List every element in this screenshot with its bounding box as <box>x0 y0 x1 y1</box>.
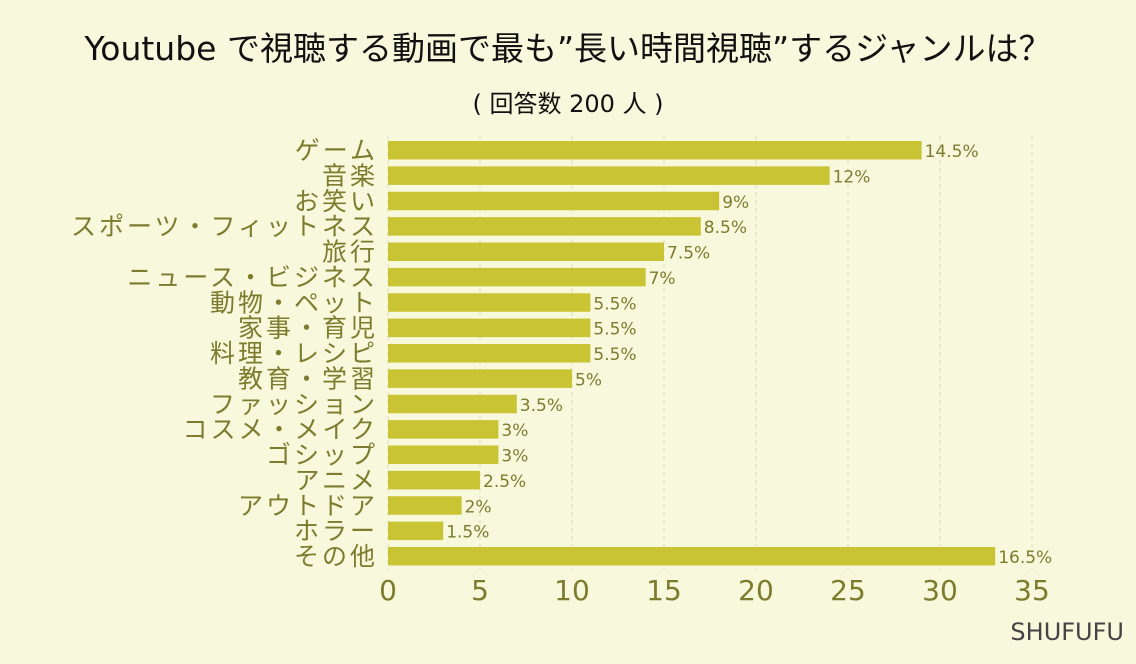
category-label: 動物・ペット <box>210 288 378 317</box>
x-tick-label: 5 <box>471 574 489 607</box>
data-label: 1.5% <box>446 523 489 543</box>
data-label: 5.5% <box>593 320 636 340</box>
category-label: 教育・学習 <box>238 364 378 393</box>
data-label: 3% <box>501 447 528 467</box>
data-label: 7.5% <box>667 244 710 264</box>
category-label: 音楽 <box>322 161 378 190</box>
x-tick-label: 25 <box>830 574 866 607</box>
x-tick-label: 10 <box>554 574 590 607</box>
bar <box>388 141 922 160</box>
brand-watermark: SHUFUFU <box>1010 618 1124 646</box>
category-label: ニュース・ビジネス <box>127 263 378 292</box>
bar <box>388 420 499 439</box>
data-label: 8.5% <box>704 218 747 238</box>
category-label: お笑い <box>294 187 378 216</box>
bar <box>388 267 646 287</box>
bar <box>388 470 480 490</box>
bar <box>388 191 720 211</box>
category-label: ゲーム <box>295 136 378 165</box>
category-label: その他 <box>294 542 378 571</box>
data-label: 9% <box>722 193 749 213</box>
bar <box>388 445 499 464</box>
bar <box>388 547 996 566</box>
category-label: 家事・育児 <box>238 314 378 343</box>
category-label: ファッション <box>210 390 378 419</box>
bar <box>388 369 572 388</box>
data-label: 14.5% <box>925 142 979 162</box>
category-label: ゴシップ <box>266 441 378 470</box>
x-tick-label: 15 <box>646 574 682 607</box>
bar <box>388 318 591 338</box>
category-label: アニメ <box>294 466 378 495</box>
x-tick-label: 35 <box>1014 574 1050 607</box>
bar <box>388 521 444 541</box>
chart-title: Youtube で視聴する動画で最も”長い時間視聴”するジャンルは？ <box>84 29 1052 68</box>
category-label: ホラー <box>294 517 378 546</box>
bar <box>388 293 591 312</box>
bar <box>388 242 664 261</box>
bar <box>388 166 830 185</box>
category-label: スポーツ・フィットネス <box>71 212 378 241</box>
x-tick-label: 20 <box>738 574 774 607</box>
category-label: コスメ・メイク <box>182 415 378 444</box>
data-label: 2.5% <box>483 472 526 492</box>
data-label: 3% <box>501 421 528 441</box>
category-label: アウトドア <box>238 491 378 520</box>
data-label: 5% <box>575 370 602 390</box>
bar <box>388 217 701 236</box>
x-tick-label: 30 <box>922 574 958 607</box>
x-tick-label: 0 <box>379 574 397 607</box>
chart-subtitle: ( 回答数 200 人 ) <box>472 90 664 118</box>
data-label: 5.5% <box>593 294 636 314</box>
bar <box>388 394 517 414</box>
data-label: 12% <box>833 167 871 187</box>
bar <box>388 344 591 363</box>
data-label: 2% <box>465 497 492 517</box>
data-label: 3.5% <box>520 396 563 416</box>
category-label: 料理・レシピ <box>210 339 378 368</box>
data-label: 16.5% <box>998 548 1052 568</box>
bar <box>388 496 462 515</box>
data-label: 5.5% <box>593 345 636 365</box>
data-label: 7% <box>649 269 676 289</box>
category-label: 旅行 <box>322 238 378 267</box>
